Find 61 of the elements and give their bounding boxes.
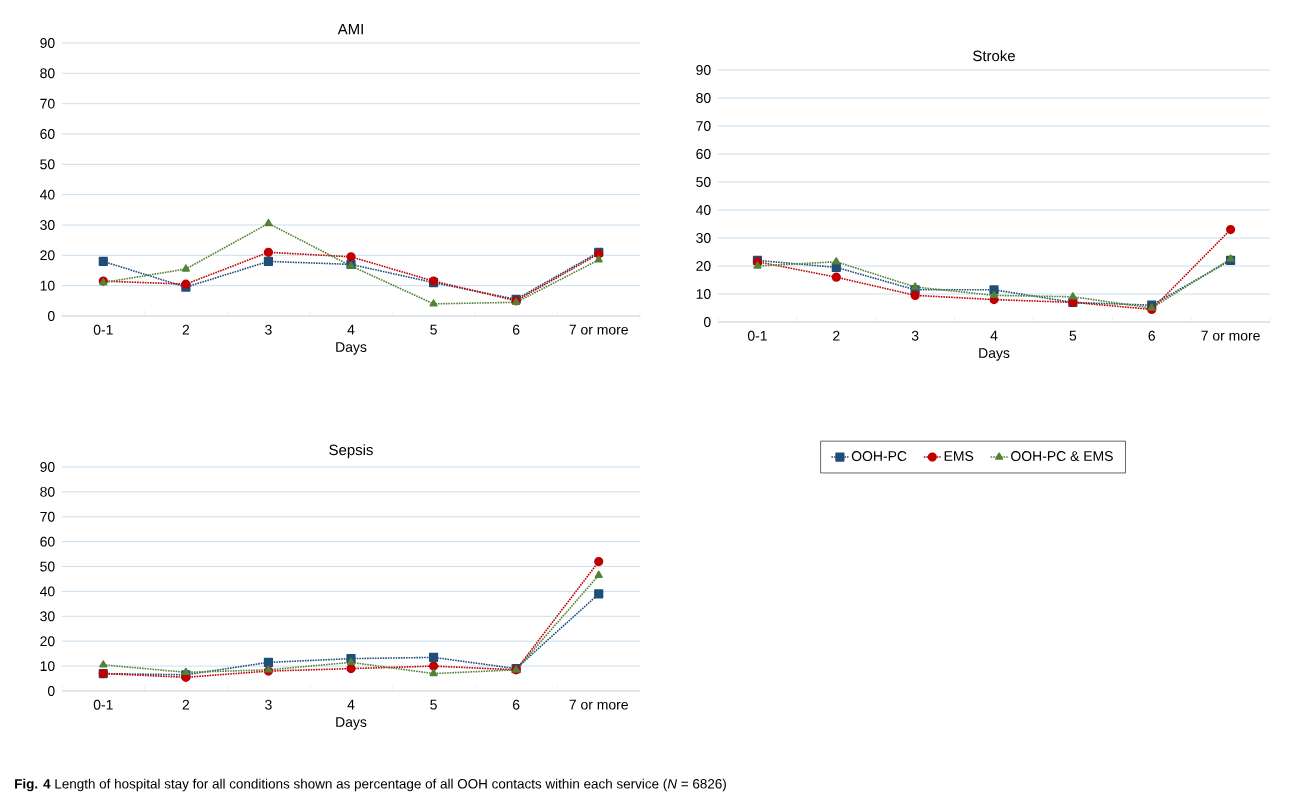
chart-title: AMI — [337, 23, 363, 35]
x-tick-label: 6 — [512, 699, 520, 710]
chart-title: Sepsis — [329, 444, 373, 459]
legend-label: OOH-PC — [851, 451, 907, 462]
y-tick-label: 80 — [40, 68, 55, 79]
y-tick-label: 50 — [40, 561, 55, 572]
x-tick-label: 5 — [430, 699, 437, 710]
chart-title: Stroke — [973, 50, 1015, 62]
y-tick-label: 50 — [40, 159, 55, 170]
y-tick-label: 30 — [40, 611, 55, 622]
x-axis-title: Days — [336, 342, 367, 355]
x-tick-label: 7 or more — [569, 324, 628, 335]
x-tick-label: 3 — [265, 699, 272, 710]
y-tick-label: 30 — [696, 233, 711, 243]
y-tick-label: 90 — [40, 38, 55, 48]
y-tick-label: 50 — [696, 177, 711, 187]
legend-label: EMS — [944, 451, 974, 462]
x-axis-title: Days — [336, 717, 367, 730]
y-tick-label: 60 — [40, 536, 55, 547]
x-tick-label: 4 — [990, 330, 998, 341]
x-tick-label: 7 or more — [569, 699, 628, 710]
y-tick-label: 10 — [40, 661, 55, 672]
x-tick-label: 3 — [911, 330, 919, 341]
y-tick-label: 0 — [47, 311, 55, 321]
y-tick-label: 0 — [47, 686, 55, 696]
x-tick-label: 5 — [1069, 330, 1077, 341]
y-tick-label: 70 — [696, 121, 711, 131]
x-tick-label: 2 — [833, 330, 840, 341]
y-tick-label: 40 — [39, 586, 55, 597]
x-tick-label: 5 — [430, 324, 437, 335]
y-tick-label: 40 — [39, 189, 55, 200]
y-tick-label: 80 — [696, 93, 711, 103]
y-tick-label: 20 — [696, 261, 711, 271]
y-tick-label: 90 — [40, 462, 55, 472]
x-tick-label: 6 — [1148, 330, 1155, 341]
x-tick-label: 4 — [347, 699, 355, 710]
y-tick-label: 20 — [40, 636, 55, 647]
y-tick-label: 70 — [40, 511, 55, 522]
y-tick-label: 30 — [40, 220, 55, 230]
x-tick-label: 2 — [182, 699, 190, 710]
legend-label: OOH-PC & EMS — [1011, 451, 1113, 462]
x-tick-label: 0-1 — [93, 699, 113, 710]
y-tick-label: 60 — [696, 149, 711, 159]
y-tick-label: 10 — [40, 280, 55, 291]
x-tick-label: 6 — [512, 324, 520, 335]
x-axis-title: Days — [979, 348, 1010, 361]
x-tick-label: 7 or more — [1201, 330, 1260, 341]
x-tick-label: 2 — [182, 324, 190, 335]
text: Fig. 4 Length of hospital stay for all conditions shown as percentage of all OOH contacts within each service (N = 6826) — [15, 778, 726, 792]
x-tick-label: 4 — [347, 324, 355, 335]
y-tick-label: 40 — [695, 205, 711, 215]
y-tick-label: 60 — [40, 129, 55, 139]
y-tick-label: 0 — [703, 317, 711, 327]
x-tick-label: 0-1 — [747, 330, 767, 341]
y-tick-label: 10 — [696, 289, 711, 299]
y-tick-label: 80 — [40, 486, 55, 497]
x-tick-label: 0-1 — [93, 324, 113, 335]
y-tick-label: 20 — [40, 250, 55, 261]
y-tick-label: 90 — [696, 65, 711, 75]
x-tick-label: 3 — [265, 324, 272, 335]
y-tick-label: 70 — [40, 98, 55, 109]
